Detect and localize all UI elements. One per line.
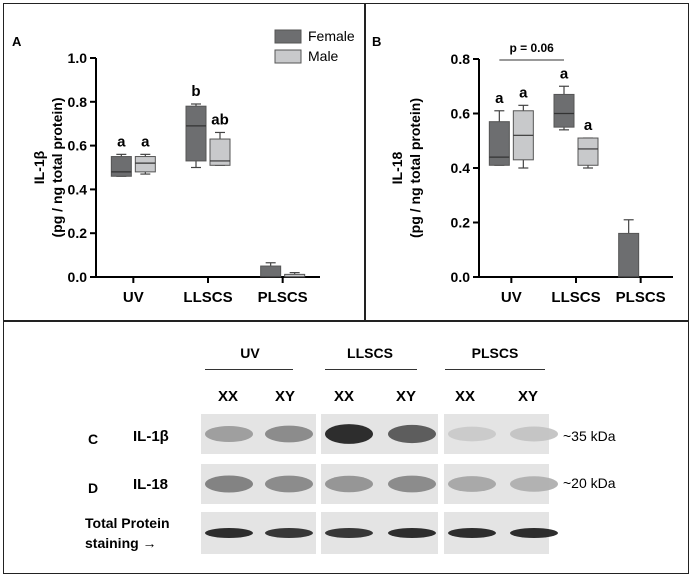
y-tick-label: 0.8	[451, 51, 471, 67]
panel-divider-horizontal	[3, 320, 689, 322]
blot-band	[510, 528, 558, 538]
y-tick-label: 0.2	[68, 225, 88, 241]
p-value-annotation: p = 0.06	[509, 41, 554, 55]
legend-label-male: Male	[308, 48, 339, 64]
legend-swatch-male	[274, 49, 302, 64]
significance-letter: b	[191, 83, 200, 100]
box-female	[553, 93, 575, 128]
blot-band	[325, 528, 373, 538]
blot-group-plscs-line	[445, 369, 545, 370]
legend-swatch-female	[274, 29, 302, 44]
box-male	[577, 137, 599, 166]
panel-letter-b: B	[372, 34, 382, 49]
figure-frame	[3, 3, 689, 574]
blot-band	[448, 528, 496, 538]
blot-band	[265, 475, 313, 493]
blot-group-llscs-line	[325, 369, 417, 370]
y-tick-label: 0.6	[68, 138, 88, 154]
x-tick-label: LLSCS	[551, 289, 600, 306]
blot-band	[325, 424, 373, 444]
blot-band	[448, 476, 496, 492]
row-letter-c: C	[88, 431, 99, 447]
panel-letter-a: A	[12, 34, 22, 49]
chart-b-il18: 0.0 0.2 0.4 0.6 0.8 IL-18 (pg / ng total prote…	[389, 41, 673, 306]
blot-band	[388, 424, 436, 444]
blot-band	[448, 426, 496, 442]
significance-letter: a	[117, 133, 126, 150]
y-tick-label: 0.4	[68, 181, 88, 197]
y-tick-label: 0.8	[68, 94, 88, 110]
blot-band	[388, 528, 436, 538]
blot-group-plscs: PLSCS	[471, 345, 519, 361]
blot-group-llscs: LLSCS	[347, 345, 393, 361]
lane-label: XY	[274, 388, 295, 405]
blot-band	[205, 425, 253, 443]
row-label-il18: IL-18	[133, 476, 169, 493]
y-axis-label: IL-1β	[31, 150, 47, 184]
box-male	[209, 138, 231, 166]
box-female	[488, 121, 510, 166]
lane-label: XX	[333, 388, 354, 405]
row-label-total-protein: Total Protein	[85, 515, 170, 531]
y-axis-label-units: (pg / ng total protein)	[407, 98, 423, 238]
blot-band	[510, 426, 558, 442]
box-male	[134, 156, 156, 173]
blot-group-uv: UV	[240, 345, 260, 361]
x-tick-label: UV	[501, 289, 522, 306]
x-tick-label: PLSCS	[258, 289, 308, 306]
blot-band	[325, 475, 373, 493]
chart-a-il1b: 0.0 0.2 0.4 0.6 0.8 1.0 IL-1β (pg / ng total pr…	[31, 28, 355, 306]
y-axis-label: IL-18	[389, 151, 405, 184]
significance-letter: a	[519, 84, 528, 101]
blot-band	[388, 475, 436, 493]
row-letter-d: D	[88, 480, 99, 496]
lane-label: XY	[517, 388, 538, 405]
row-label-staining: staining →	[85, 535, 157, 551]
y-tick-label: 0.2	[451, 215, 471, 231]
legend-label-female: Female	[308, 28, 355, 44]
row-label-il1b: IL-1β	[133, 428, 169, 445]
y-tick-label: 0.0	[68, 269, 88, 285]
lane-label: XY	[395, 388, 416, 405]
kda-35: ~35 kDa	[563, 428, 616, 444]
y-axis-label-units: (pg / ng total protein)	[49, 98, 65, 238]
lane-label: XX	[454, 388, 475, 405]
blot-band	[510, 476, 558, 492]
significance-letter: ab	[211, 111, 229, 128]
panel-divider-vertical	[364, 3, 366, 321]
x-tick-label: LLSCS	[183, 289, 232, 306]
box-female	[185, 105, 207, 162]
y-tick-label: 0.6	[451, 106, 471, 122]
significance-letter: a	[495, 90, 504, 107]
y-tick-label: 0.4	[451, 160, 471, 176]
blot-band	[265, 528, 313, 538]
y-tick-label: 0.0	[451, 269, 471, 285]
significance-letter: a	[560, 65, 569, 82]
x-tick-label: PLSCS	[616, 289, 666, 306]
x-tick-label: UV	[123, 289, 144, 306]
blot-band	[205, 475, 253, 493]
blot-group-uv-line	[205, 369, 293, 370]
y-tick-label: 1.0	[68, 50, 88, 66]
blot-band	[205, 528, 253, 538]
significance-letter: a	[141, 133, 150, 150]
blot-band	[265, 425, 313, 443]
lane-label: XX	[217, 388, 238, 405]
significance-letter: a	[584, 117, 593, 134]
kda-20: ~20 kDa	[563, 475, 616, 491]
